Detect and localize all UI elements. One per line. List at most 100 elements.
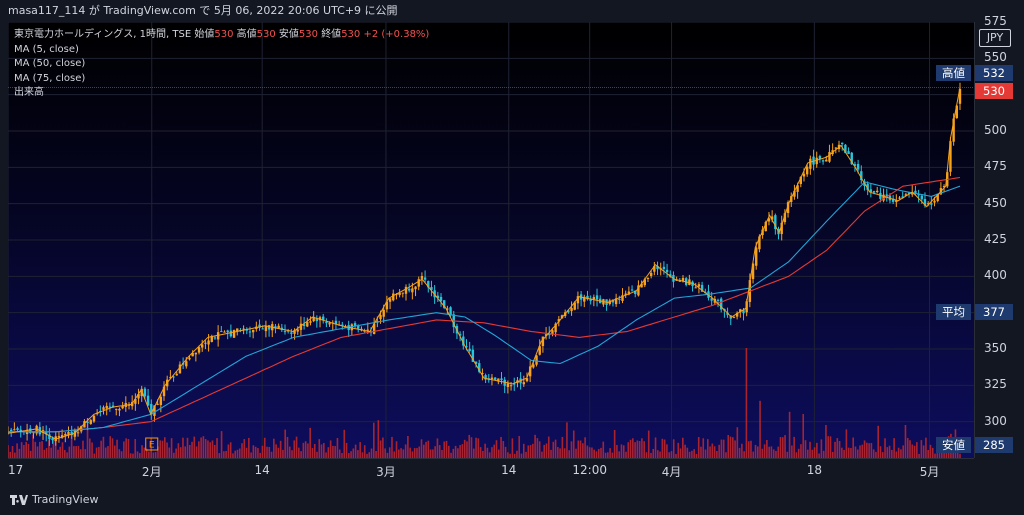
volume-bar: [784, 435, 786, 458]
volume-bar: [225, 450, 227, 458]
time-axis[interactable]: 17 2月 14 3月 14 12:00 4月 18 5月: [8, 458, 974, 482]
volume-bar: [388, 447, 391, 458]
volume-bar: [756, 446, 759, 458]
indicator-volume[interactable]: 出来高: [14, 87, 44, 98]
volume-bar: [18, 448, 21, 458]
volume-bar: [223, 451, 225, 458]
tradingview-logo[interactable]: TradingView: [10, 493, 98, 506]
volume-bar: [922, 445, 925, 458]
candle-body: [468, 348, 471, 352]
volume-bar: [679, 448, 682, 458]
volume-bar: [52, 437, 55, 458]
candle-body: [500, 378, 503, 381]
volume-bar: [179, 447, 182, 458]
volume-bar: [884, 438, 886, 458]
volume-bar: [350, 451, 352, 458]
candle-body: [694, 287, 697, 289]
volume-bar: [450, 452, 452, 458]
volume-bar: [66, 452, 68, 458]
volume-bar: [163, 437, 166, 458]
volume-bar: [68, 446, 71, 458]
volume-bar: [872, 449, 875, 458]
volume-bar: [486, 447, 489, 458]
candle-body: [474, 361, 478, 364]
volume-bar: [877, 425, 880, 458]
indicator-ma75[interactable]: MA (75, close): [14, 72, 86, 84]
candle-body: [414, 286, 417, 290]
candle-body: [914, 190, 917, 193]
volume-bar: [359, 442, 361, 458]
candle-body: [201, 344, 204, 348]
volume-bar: [161, 440, 164, 458]
volume-bar: [607, 452, 609, 458]
volume-bar: [504, 446, 507, 458]
volume-bar: [145, 448, 148, 458]
candle-body: [907, 192, 911, 195]
candle-body: [805, 166, 809, 175]
currency-label[interactable]: JPY: [979, 29, 1011, 47]
volume-bar: [309, 427, 311, 458]
candle-body: [185, 361, 188, 367]
indicator-ma50[interactable]: MA (50, close): [14, 58, 86, 69]
volume-bar: [143, 447, 146, 458]
volume-bar: [541, 451, 543, 458]
candle-body: [847, 151, 850, 155]
legend-main-row: 東京電力ホールディングス, 1時間, TSE 始値530 高値530 安値530…: [14, 28, 429, 43]
volume-bar: [525, 451, 527, 458]
candle-body: [557, 319, 561, 322]
candle-body: [258, 324, 261, 328]
volume-bar: [73, 446, 75, 458]
candle-body: [70, 431, 73, 436]
candle-body: [92, 415, 96, 422]
candle-body: [834, 147, 838, 149]
candle-body: [172, 376, 175, 378]
candle-body: [89, 420, 92, 424]
volume-bar: [134, 439, 137, 458]
volume-bar: [248, 437, 250, 458]
volume-bar: [818, 453, 820, 458]
candle-body: [920, 195, 923, 200]
candle-body: [443, 300, 446, 308]
candle-body: [882, 194, 885, 201]
candle-body: [417, 279, 420, 287]
candle-body: [681, 277, 685, 281]
close-label: 終値: [321, 29, 342, 40]
volume-bar: [438, 445, 441, 458]
last-price-tag: 530: [975, 83, 1013, 99]
candle-body: [812, 156, 815, 165]
volume-bar: [597, 449, 600, 458]
candle-body: [786, 202, 790, 214]
candle-body: [446, 308, 449, 310]
volume-bar: [747, 441, 750, 458]
candle-body: [755, 247, 758, 266]
candle-body: [204, 342, 207, 344]
volume-bar: [79, 449, 82, 458]
volume-bar: [127, 439, 130, 458]
indicator-ma5[interactable]: MA (5, close): [14, 43, 79, 55]
volume-bar: [334, 446, 336, 458]
volume-bar: [754, 444, 757, 458]
volume-bar: [466, 441, 468, 458]
volume-bar: [304, 441, 307, 458]
volume-bar: [88, 438, 91, 458]
volume-bar: [329, 440, 332, 458]
volume-bar: [397, 449, 400, 458]
candle-body: [401, 292, 405, 294]
candle-body: [67, 432, 70, 436]
candle-body: [274, 326, 277, 329]
volume-bar: [386, 452, 389, 458]
candle-body: [229, 330, 233, 337]
candle-body: [567, 310, 570, 313]
volume-bar: [868, 443, 870, 458]
volume-bar: [93, 453, 96, 458]
candle-body: [879, 192, 882, 199]
chart-plot-area[interactable]: E: [8, 22, 974, 458]
volume-bar: [357, 450, 359, 458]
volume-bar: [95, 447, 98, 458]
candle-body: [653, 266, 656, 272]
volume-bar: [168, 447, 171, 458]
candle-body: [844, 144, 847, 153]
volume-bar: [475, 437, 477, 458]
volume-bar: [593, 449, 595, 458]
volume-bar: [109, 436, 112, 458]
